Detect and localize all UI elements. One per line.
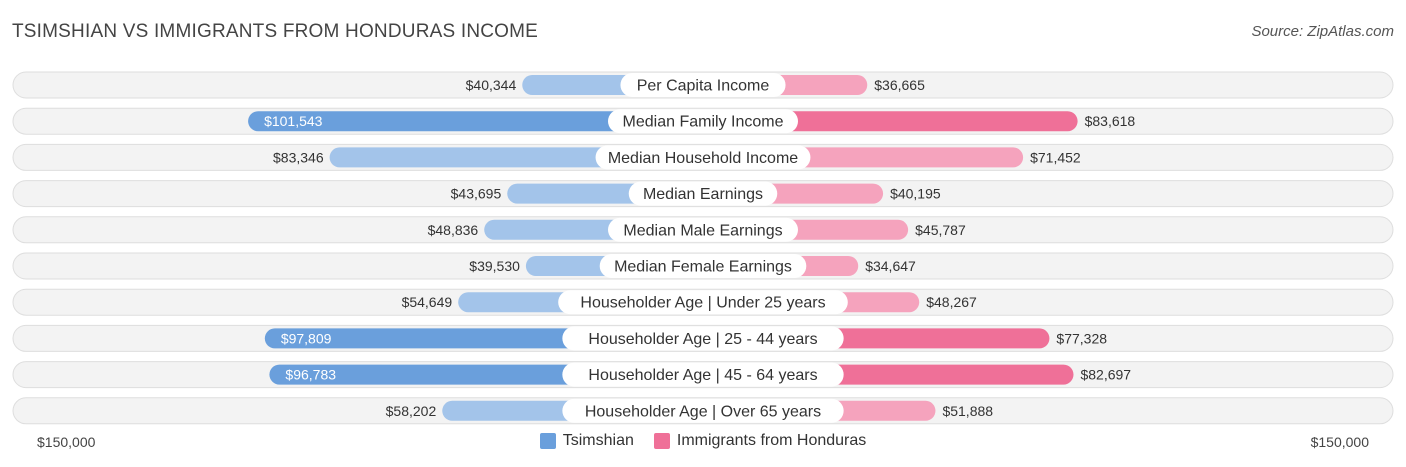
category-pill [608, 217, 798, 242]
category-label: Median Female Earnings [614, 259, 792, 276]
category-label: Householder Age | 45 - 64 years [588, 367, 817, 384]
category-label: Median Male Earnings [623, 222, 782, 239]
value-label-tsimshian: $58,202 [386, 403, 437, 419]
value-label-tsimshian: $48,836 [428, 222, 479, 238]
legend-label-tsimshian: Tsimshian [562, 432, 634, 449]
category-pill [599, 254, 807, 278]
value-label-tsimshian: $101,543 [264, 113, 323, 129]
value-label-tsimshian: $96,783 [285, 367, 336, 383]
category-pill [628, 181, 778, 206]
value-label-honduras: $45,787 [915, 222, 966, 238]
category-label: Median Household Income [608, 150, 798, 167]
category-label: Householder Age | 25 - 44 years [588, 331, 817, 348]
value-label-honduras: $34,647 [865, 258, 916, 274]
axis-left-max-label: $150,000 [37, 434, 96, 450]
category-pill [595, 145, 811, 170]
category-label: Median Family Income [623, 114, 784, 131]
diverging-bar-chart: $40,344 $36,665 Per Capita Income $101,543 $… [12, 71, 1394, 425]
value-label-tsimshian: $43,695 [451, 186, 502, 202]
chart-source: Source: ZipAtlas.com [1251, 23, 1394, 40]
category-pill [608, 109, 798, 134]
category-label: Per Capita Income [637, 78, 770, 95]
value-label-tsimshian: $40,344 [466, 77, 517, 93]
category-label: Householder Age | Under 25 years [580, 295, 825, 312]
value-label-honduras: $48,267 [926, 294, 977, 310]
value-label-tsimshian: $97,809 [281, 330, 332, 346]
legend-item-honduras[interactable]: Immigrants from Honduras [653, 432, 867, 450]
category-pill [562, 398, 844, 423]
value-label-honduras: $40,195 [890, 186, 941, 202]
value-label-honduras: $51,888 [942, 403, 993, 419]
value-label-tsimshian: $83,346 [273, 149, 324, 165]
legend-item-tsimshian[interactable]: Tsimshian [539, 432, 634, 450]
value-label-honduras: $82,697 [1080, 367, 1131, 383]
axis-right-max-label: $150,000 [1310, 434, 1369, 450]
category-label: Householder Age | Over 65 years [585, 403, 821, 420]
bar-tsimshian[interactable] [248, 111, 704, 132]
value-label-honduras: $83,618 [1085, 113, 1136, 129]
category-pill [562, 326, 844, 351]
category-pill [620, 73, 786, 97]
legend: Tsimshian Immigrants from Honduras [0, 432, 1406, 450]
legend-swatch-tsimshian [539, 433, 556, 449]
value-label-honduras: $36,665 [874, 77, 925, 93]
legend-label-honduras: Immigrants from Honduras [676, 432, 867, 449]
chart-title: TSIMSHIAN VS IMMIGRANTS FROM HONDURAS IN… [12, 21, 539, 42]
value-label-tsimshian: $54,649 [402, 294, 453, 310]
legend-swatch-honduras [653, 433, 670, 449]
category-pill [562, 362, 844, 387]
value-label-honduras: $77,328 [1056, 330, 1107, 346]
value-label-honduras: $71,452 [1030, 149, 1081, 165]
category-pill [558, 290, 848, 315]
category-label: Median Earnings [643, 186, 763, 203]
value-label-tsimshian: $39,530 [469, 258, 520, 274]
